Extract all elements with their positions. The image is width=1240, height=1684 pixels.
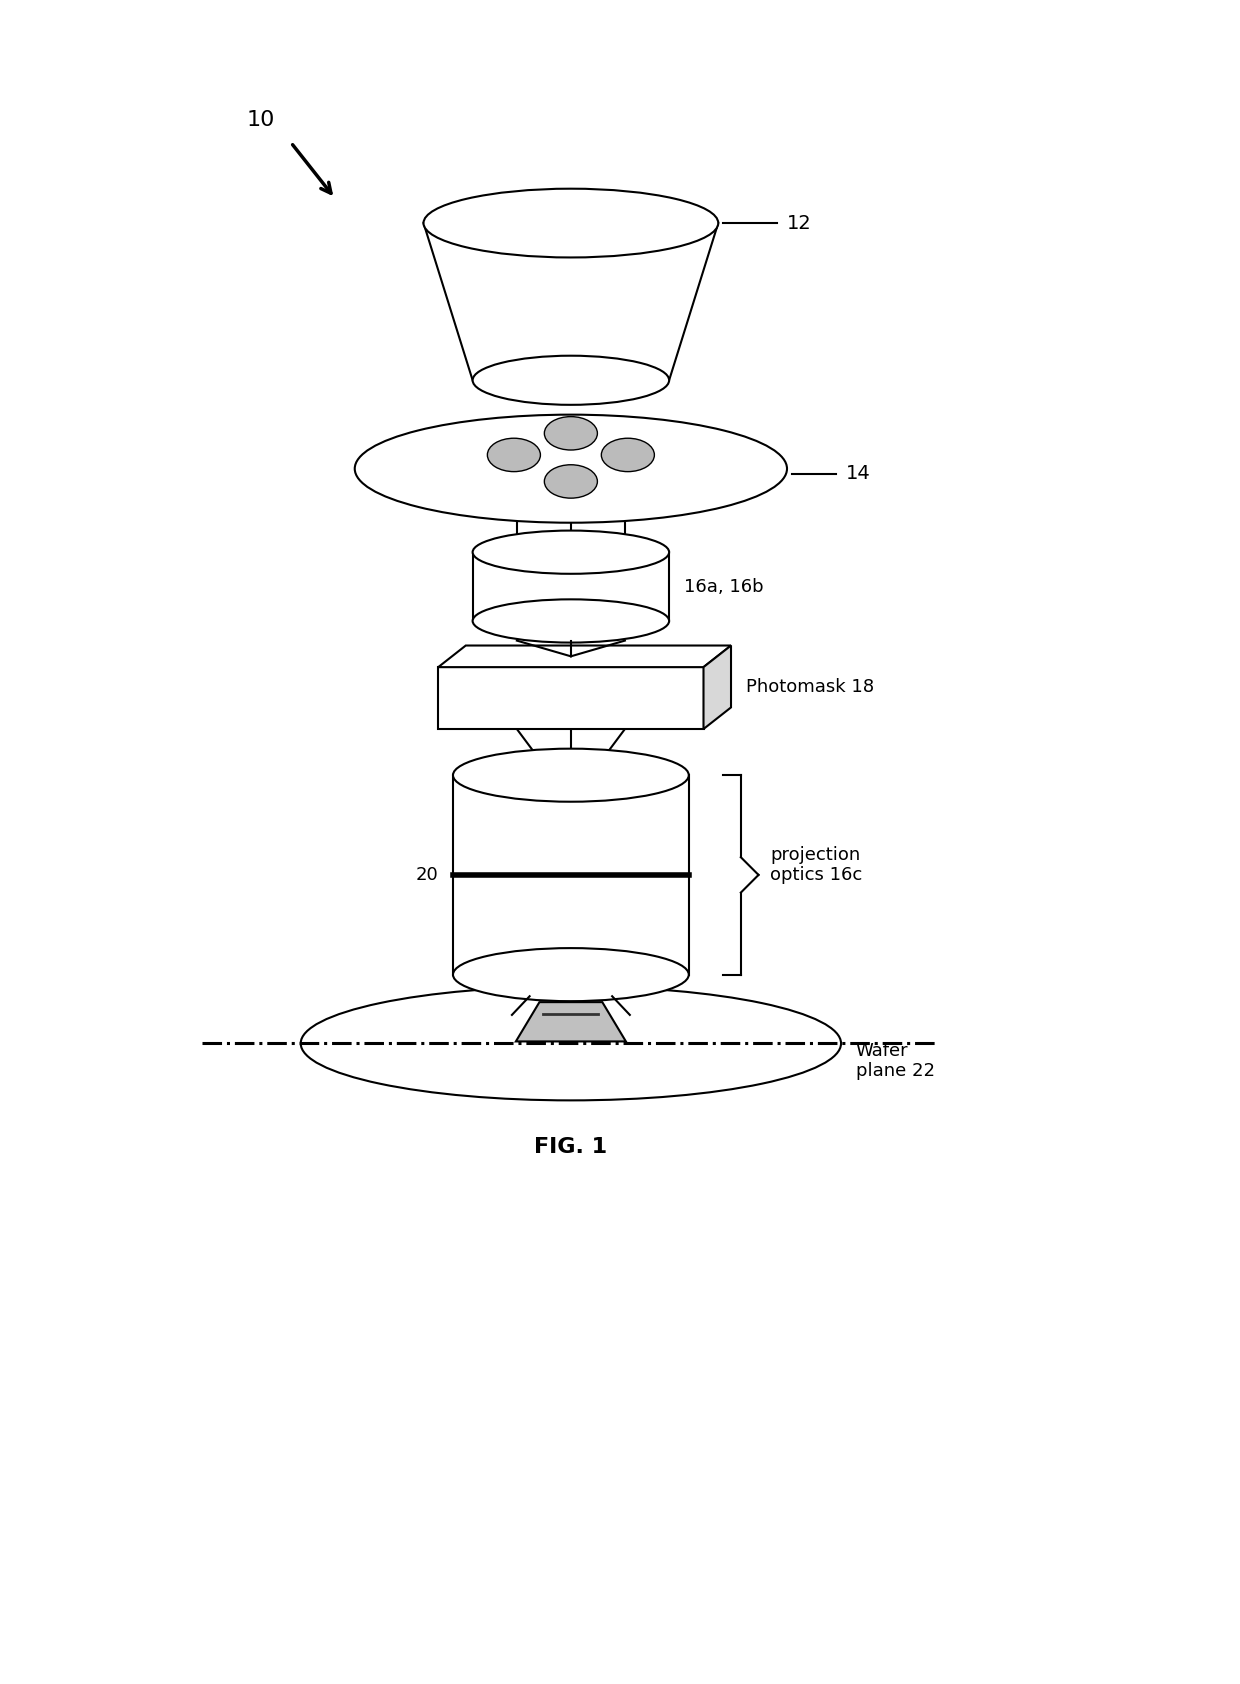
Ellipse shape — [355, 414, 787, 522]
Polygon shape — [516, 1002, 626, 1041]
Ellipse shape — [544, 416, 598, 450]
Text: 10: 10 — [247, 109, 275, 130]
Ellipse shape — [453, 749, 688, 802]
Ellipse shape — [544, 465, 598, 498]
Text: 16a, 16b: 16a, 16b — [683, 578, 764, 596]
Ellipse shape — [601, 438, 655, 472]
Ellipse shape — [472, 530, 670, 574]
Ellipse shape — [487, 438, 541, 472]
Ellipse shape — [453, 948, 688, 1002]
Text: FIG. 1: FIG. 1 — [534, 1137, 608, 1157]
Polygon shape — [438, 645, 732, 667]
Polygon shape — [703, 645, 732, 729]
Text: 20: 20 — [415, 866, 438, 884]
Bar — [472, 552, 670, 621]
Polygon shape — [424, 222, 718, 381]
Ellipse shape — [472, 600, 670, 643]
Ellipse shape — [424, 189, 718, 258]
Text: Photomask 18: Photomask 18 — [745, 679, 874, 695]
Bar — [453, 775, 688, 975]
Ellipse shape — [472, 355, 670, 404]
Text: 12: 12 — [787, 214, 812, 232]
Text: projection
optics 16c: projection optics 16c — [770, 845, 863, 884]
Text: 14: 14 — [846, 465, 870, 483]
Polygon shape — [438, 667, 703, 729]
Ellipse shape — [301, 987, 841, 1100]
Text: Wafer
plane 22: Wafer plane 22 — [856, 1042, 935, 1081]
